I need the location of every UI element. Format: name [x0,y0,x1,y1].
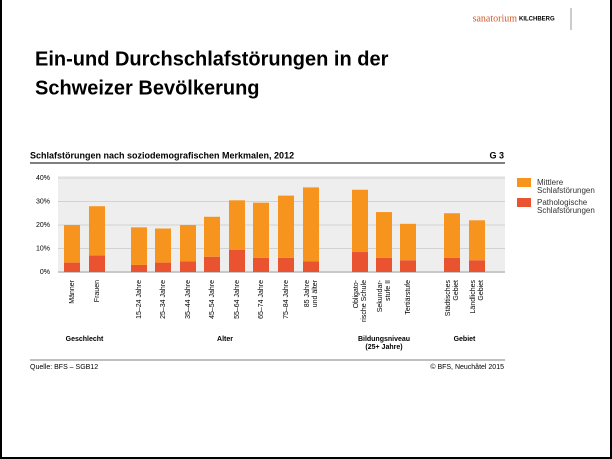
bar-segment [204,216,220,257]
bar-segment [229,200,245,250]
bar-segment [352,189,368,253]
bar-segment [444,257,460,272]
bar-segment [64,262,80,272]
legend-label: Mittlere Schlafstörungen [537,178,595,195]
copyright: © BFS, Neuchâtel 2015 [430,363,504,371]
legend-swatch [517,198,531,207]
x-tick-label: Obligato- [353,279,360,308]
x-tick-label: Gebiet [453,280,460,301]
x-tick-label: stufe II [385,280,392,301]
x-tick-label: rische Schule [361,280,368,322]
bar-segment [303,187,319,262]
bar-segment [278,195,294,258]
figure-label: G 3 [489,150,504,160]
x-tick-label: 15–24 Jahre [136,280,143,319]
bar-segment [278,257,294,272]
legend-swatch [517,178,531,187]
chart-title: Schlafstörungen nach soziodemografischen… [30,150,294,160]
bar-segment [155,228,171,263]
bar-segment [253,257,269,272]
x-tick-label: 45–54 Jahre [209,280,216,319]
y-tick-label: 0% [40,269,50,276]
bar-segment [229,249,245,272]
bar-segment [469,260,485,272]
y-tick-label: 20% [36,222,50,229]
bar-segment [469,220,485,261]
bar-segment [180,261,196,272]
logo-sub: KILCHBERG [519,17,555,23]
group-label: Bildungsniveau [358,336,410,343]
x-tick-label: und älter [312,279,319,307]
bar-segment [131,264,147,272]
x-tick-label: 25–34 Jahre [160,280,167,319]
x-tick-label: Männer [69,279,76,303]
bar-segment [352,252,368,272]
x-tick-label: 85 Jahre [304,280,311,307]
bar-segment [64,225,80,263]
bar-segment [155,262,171,272]
bar-segment [400,260,416,272]
group-label: Alter [217,336,233,343]
title: Schweizer Bevölkerung [35,77,260,99]
source: Quelle: BFS – SGB12 [30,364,98,371]
y-tick-label: 40% [36,175,50,182]
x-tick-label: Gebiet [478,280,485,301]
bar-segment [204,256,220,272]
y-tick-label: 30% [36,198,50,205]
bar-segment [131,227,147,265]
logo: sanatorium [473,13,518,24]
bar-segment [400,223,416,261]
x-tick-label: 65–74 Jahre [258,280,265,319]
x-tick-label: 35–44 Jahre [185,280,192,319]
group-label: Geschlecht [66,336,104,343]
group-label: (25+ Jahre) [365,344,402,351]
legend-label: Pathologische Schlafstörungen [537,198,595,215]
bar-segment [89,255,105,272]
bar-segment [376,212,392,258]
x-tick-label: Städtisches [445,280,452,317]
title: Ein-und Durchschlafstörungen in der [35,48,389,70]
x-tick-label: Ländliches [470,280,477,314]
bar-segment [253,202,269,258]
x-tick-label: 75–84 Jahre [283,280,290,319]
x-tick-label: 55–64 Jahre [234,280,241,319]
bar-segment [444,213,460,258]
x-tick-label: Sekundar- [377,279,384,312]
x-tick-label: Frauen [94,280,101,302]
y-tick-label: 10% [36,245,50,252]
group-label: Gebiet [454,336,476,343]
bar-segment [89,206,105,256]
x-tick-label: Tertiärstufe [405,280,412,315]
bar-segment [376,257,392,272]
bar-segment [303,261,319,272]
bar-segment [180,225,196,262]
